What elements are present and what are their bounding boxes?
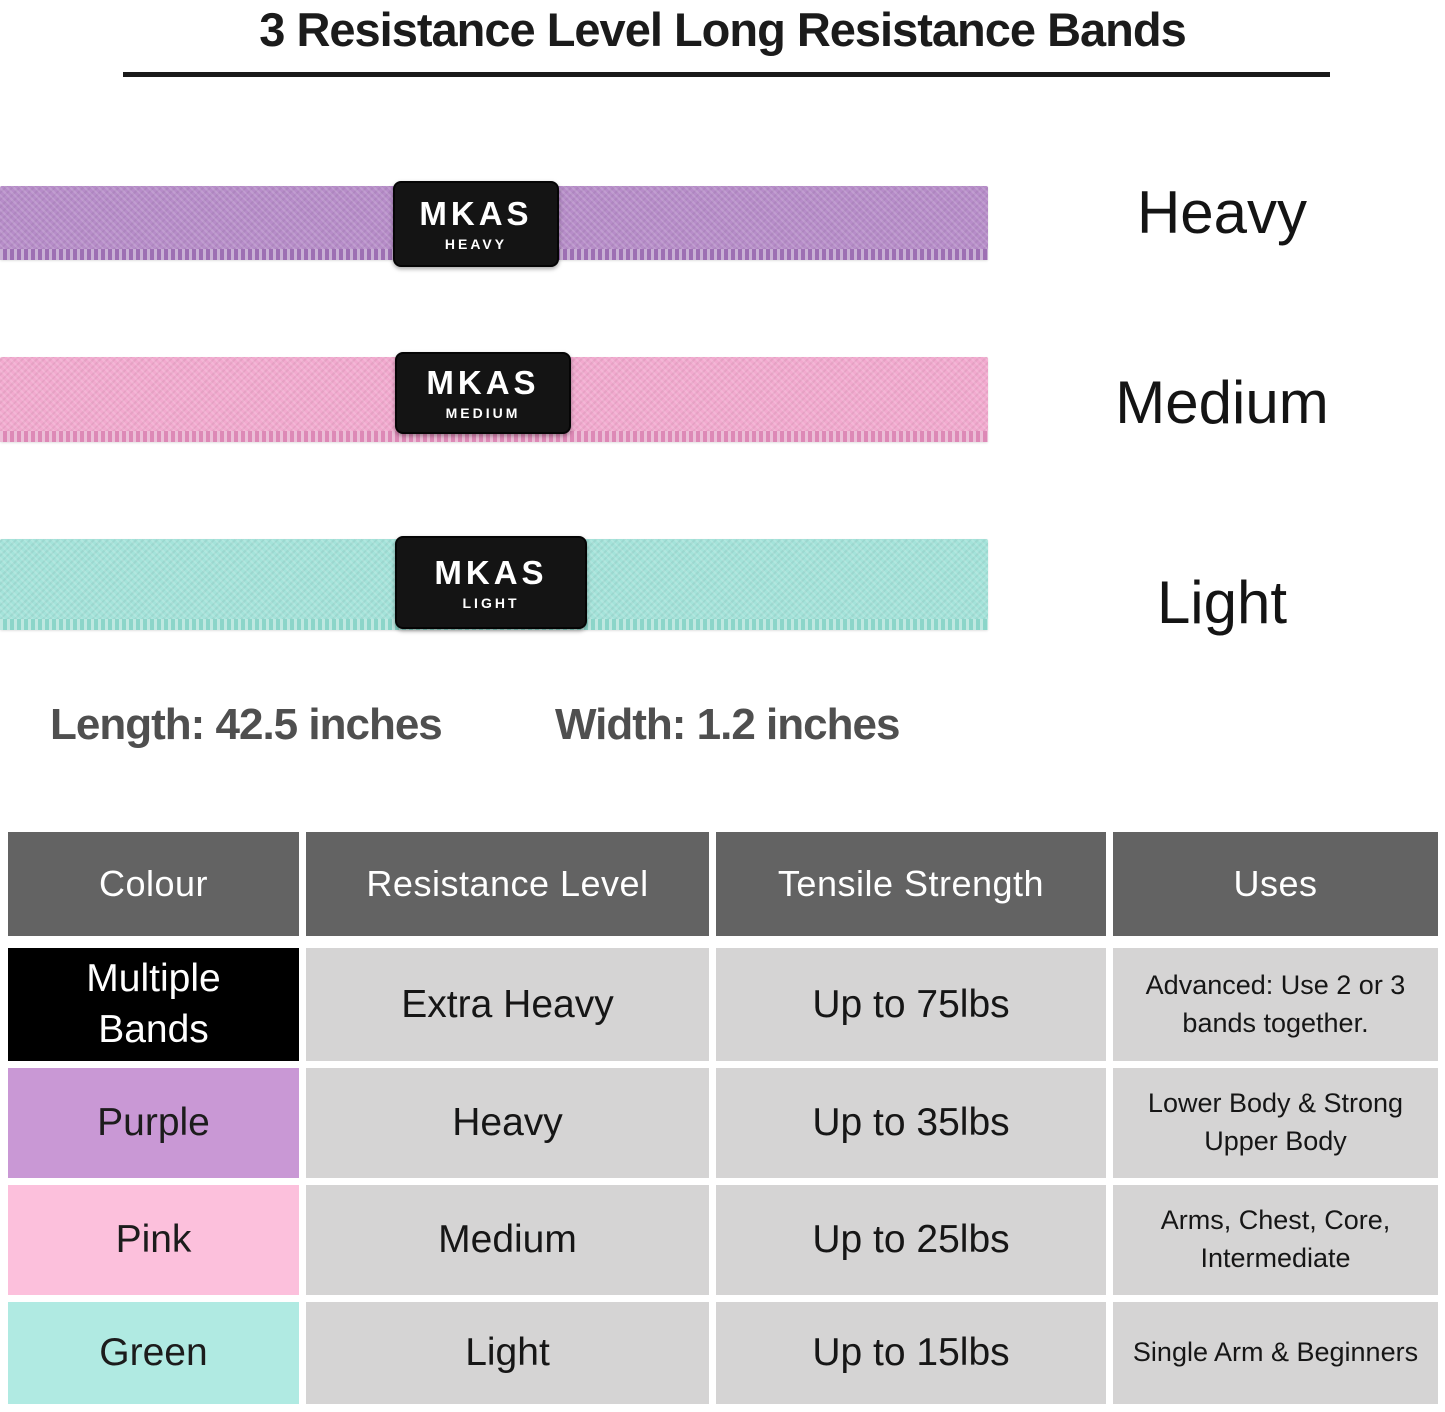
resistance-cell: Extra Heavy [306,948,709,1061]
table-row-green: Green Light Up to 15lbs Single Arm & Beg… [8,1302,1438,1404]
uses-cell: Lower Body & Strong Upper Body [1113,1068,1438,1178]
tag-level-text: MEDIUM [445,405,521,421]
resistance-cell: Medium [306,1185,709,1295]
tensile-cell: Up to 15lbs [716,1302,1106,1404]
band-label-medium: Medium [1115,369,1329,436]
band-tag-medium: MKAS MEDIUM [395,352,571,434]
table-row-multiple-bands: Multiple Bands Extra Heavy Up to 75lbs A… [8,948,1438,1061]
table-row-purple: Purple Heavy Up to 35lbs Lower Body & St… [8,1068,1438,1178]
length-spec: Length: 42.5 inches [50,700,443,749]
table-header-row: Colour Resistance Level Tensile Strength… [8,832,1438,936]
colour-swatch-cell: Multiple Bands [8,948,299,1061]
page-title: 3 Resistance Level Long Resistance Bands [259,3,1186,56]
tag-level-text: HEAVY [444,236,508,252]
band-label-light: Light [1156,569,1288,636]
band-tag-heavy: MKAS HEAVY [393,181,559,267]
uses-cell: Single Arm & Beginners [1113,1302,1438,1404]
colour-swatch-cell: Purple [8,1068,299,1178]
header-colour: Colour [8,832,299,936]
title-underline [123,72,1330,77]
tensile-cell: Up to 25lbs [716,1185,1106,1295]
spec-table: Colour Resistance Level Tensile Strength… [8,832,1438,1404]
header-uses: Uses [1113,832,1438,936]
band-label-heavy: Heavy [1136,179,1308,246]
uses-cell: Arms, Chest, Core, Intermediate [1113,1185,1438,1295]
header-resistance-level: Resistance Level [306,832,709,936]
tag-level-text: LIGHT [462,594,520,611]
resistance-cell: Heavy [306,1068,709,1178]
table-row-pink: Pink Medium Up to 25lbs Arms, Chest, Cor… [8,1185,1438,1295]
colour-swatch-cell: Green [8,1302,299,1404]
brand-logo-text: MKAS [434,553,548,591]
width-spec: Width: 1.2 inches [555,700,900,749]
uses-cell: Advanced: Use 2 or 3 bands together. [1113,948,1438,1061]
header-tensile-strength: Tensile Strength [716,832,1106,936]
tensile-cell: Up to 75lbs [716,948,1106,1061]
brand-logo-text: MKAS [426,364,540,401]
tensile-cell: Up to 35lbs [716,1068,1106,1178]
brand-logo-text: MKAS [419,195,533,232]
band-seam [0,431,988,442]
resistance-cell: Light [306,1302,709,1404]
band-tag-light: MKAS LIGHT [395,536,587,629]
colour-swatch-cell: Pink [8,1185,299,1295]
